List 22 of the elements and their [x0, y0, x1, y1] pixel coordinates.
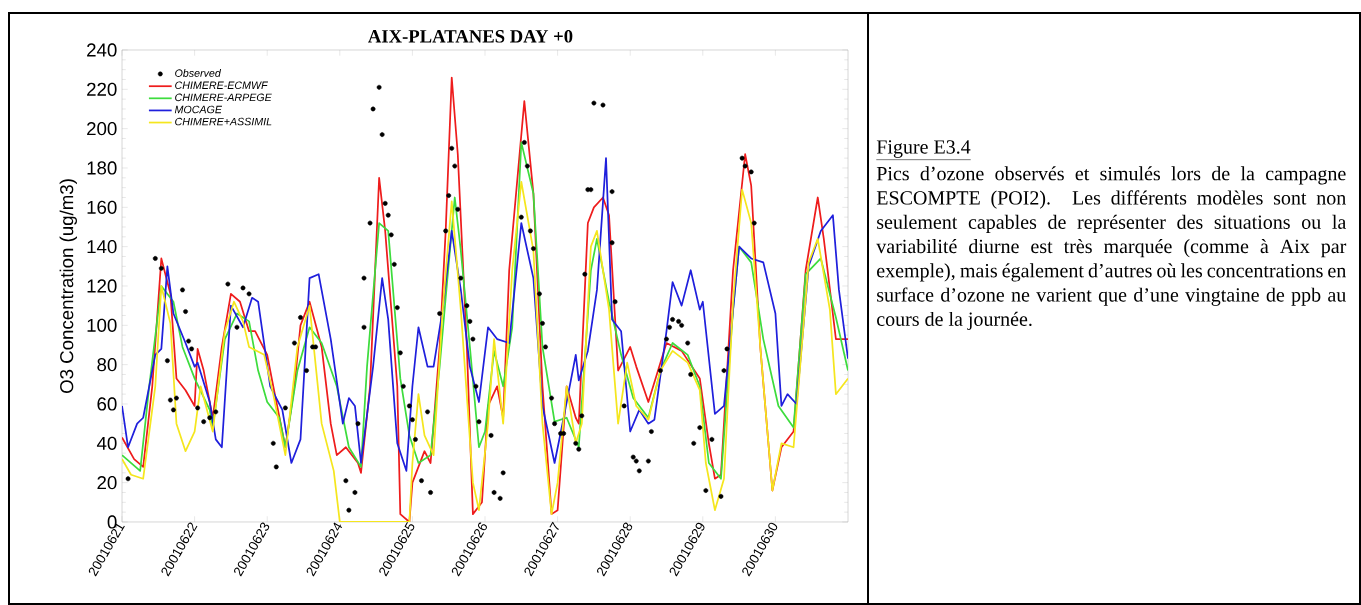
- text: Pics d’ozone observés et simulés lors de la campagne ESCOMPTE (POI2). Les différents modèles sont non seulement capables de représenter des situations ou la variabilité diurne est très marquée (comme à Aix par exemple), mais également d’autres où les concentrations en surface d’ozone ne varient que d’une vingtaine de ppb au cours de la journée.: [876, 166, 1347, 331]
- y-tick-label: 100: [87, 318, 117, 332]
- y-tick-label: 40: [96, 436, 117, 450]
- line-series: [122, 180, 849, 522]
- legend-label: Observed: [175, 69, 222, 77]
- y-tick-label: 240: [87, 43, 117, 57]
- y-tick-label: 20: [97, 476, 117, 490]
- y-tick-label: 80: [97, 358, 117, 372]
- y-tick-label: 160: [87, 200, 117, 214]
- y-tick-label: 220: [87, 82, 117, 96]
- y-tick-label: 120: [87, 279, 117, 293]
- legend-label: MOCAGE: [174, 105, 223, 114]
- caption: Figure E3.4: [876, 140, 971, 158]
- legend-label: CHIMERE+ASSIMIL: [175, 117, 272, 126]
- legend-label: CHIMERE-ARPEGE: [175, 93, 272, 102]
- y-tick-label: 180: [87, 161, 117, 175]
- y-tick-label: 200: [87, 122, 117, 136]
- y-axis-title: O3 Concentration (ug/m3): [59, 179, 77, 394]
- y-tick-label: 60: [97, 397, 117, 411]
- chart-title: AIX-PLATANES DAY +0: [368, 30, 573, 43]
- legend-label: CHIMERE-ECMWF: [175, 81, 269, 90]
- y-tick-label: 140: [87, 240, 117, 254]
